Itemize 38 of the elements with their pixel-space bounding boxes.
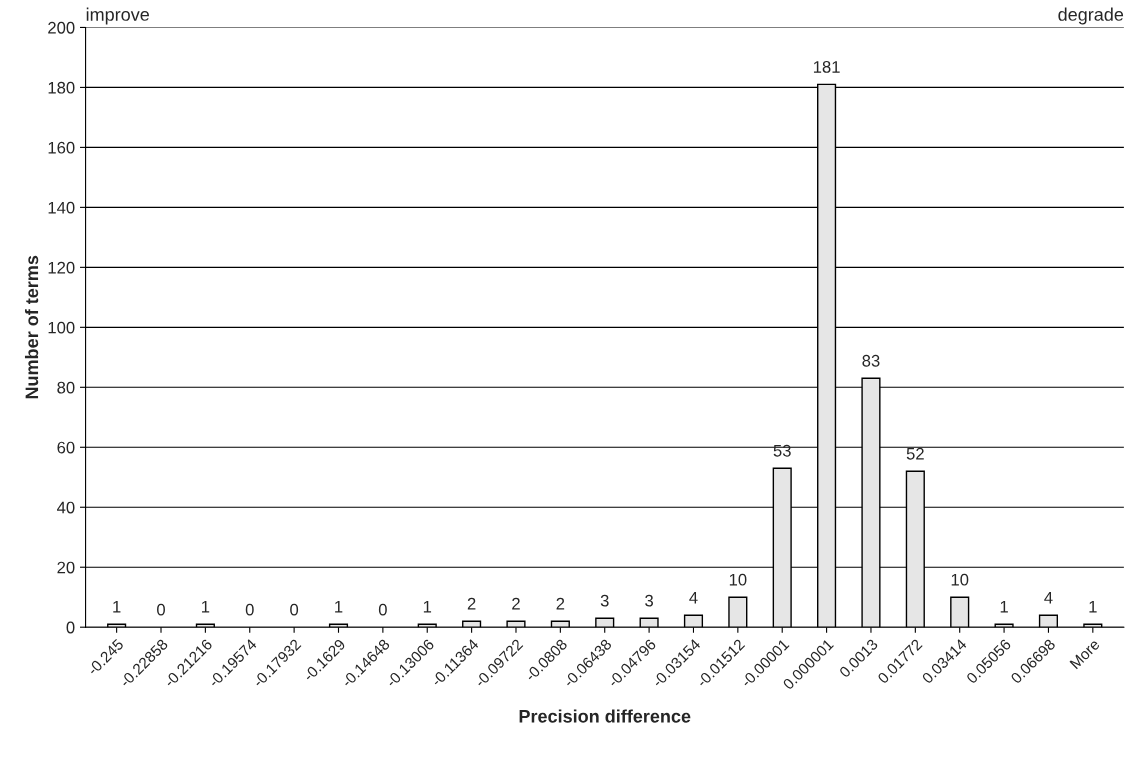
text: degrade [1058,7,1124,25]
data-label: 181 [813,60,840,73]
y-tick-label: 180 [48,81,75,94]
data-label: 0 [157,603,165,616]
y-tick-label: 60 [57,441,75,454]
data-label: 3 [645,594,653,607]
y-axis-title: Number of terms [24,255,39,399]
data-label: 2 [467,597,476,610]
y-tick-label: 100 [48,321,75,334]
x-axis-title: Precision difference [519,709,691,723]
y-tick-label: 160 [48,141,75,154]
data-label: 0 [245,603,254,616]
data-label: 2 [556,597,565,610]
y-tick-label: 200 [48,21,75,34]
y-tick-label: 20 [57,561,75,574]
y-tick-label: 120 [48,261,75,274]
data-label: 1 [113,600,121,613]
data-label: 4 [689,591,698,604]
data-label: 1 [335,600,343,613]
data-label: 1 [1089,600,1097,613]
text: improve [86,7,149,25]
data-label: 1 [1000,600,1008,613]
data-label: 83 [862,354,880,367]
data-label: 1 [202,600,210,613]
data-label: 52 [906,447,924,460]
data-label: 1 [423,600,432,613]
data-label: 53 [773,444,791,457]
data-label: 0 [290,603,299,616]
data-label: 10 [729,573,747,586]
y-tick-label: 0 [66,621,75,634]
data-label: 2 [512,597,520,610]
data-label: 10 [951,573,969,586]
data-label: 4 [1044,591,1053,604]
data-label: 3 [600,594,609,607]
y-tick-label: 80 [57,381,75,394]
y-tick-label: 140 [48,201,75,214]
y-tick-label: 40 [57,501,75,514]
data-label: 0 [378,603,387,616]
